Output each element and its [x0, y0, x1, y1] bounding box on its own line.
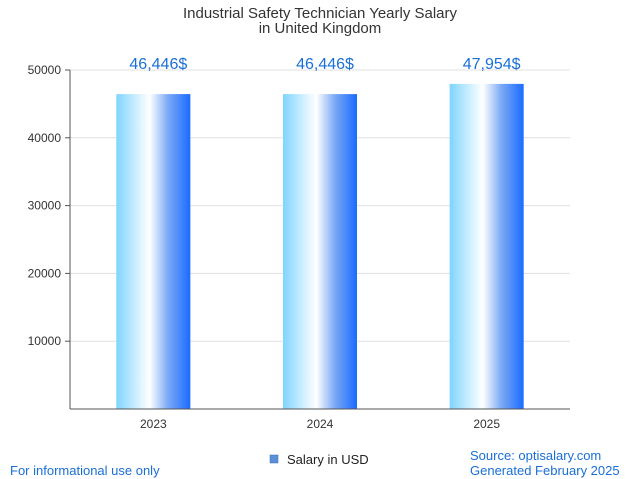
x-tick-label-2024: 2024	[307, 417, 334, 431]
generated-text: Generated February 2025	[470, 463, 620, 478]
y-tick-label: 10000	[28, 334, 62, 348]
y-tick-label: 20000	[28, 266, 62, 280]
data-label-2024: 46,446$	[296, 56, 354, 73]
legend-label: Salary in USD	[287, 452, 369, 467]
x-axis-ticks: 2023 2024 2025	[140, 417, 500, 431]
chart-title-line-1: Industrial Safety Technician Yearly Sala…	[183, 5, 458, 22]
disclaimer-text: For informational use only	[10, 463, 160, 478]
legend: Salary in USD	[269, 452, 369, 467]
x-tick-label-2025: 2025	[473, 417, 500, 431]
bar-2025	[449, 83, 524, 409]
chart-title-line-2: in United Kingdom	[259, 20, 382, 37]
y-axis-ticks: 10000 20000 30000 40000 50000	[28, 63, 70, 348]
bars	[116, 83, 524, 409]
legend-swatch	[269, 454, 279, 464]
x-tick-label-2023: 2023	[140, 417, 167, 431]
data-label-2023: 46,446$	[129, 56, 187, 73]
source-text: Source: optisalary.com	[470, 448, 601, 463]
data-label-2025: 47,954$	[463, 56, 521, 73]
y-tick-label: 50000	[28, 63, 62, 77]
bar-2023	[116, 94, 191, 409]
y-tick-label: 40000	[28, 131, 62, 145]
bar-2024	[283, 94, 357, 409]
data-labels: 46,446$ 46,446$ 47,954$	[129, 56, 520, 73]
y-tick-label: 30000	[28, 199, 62, 213]
